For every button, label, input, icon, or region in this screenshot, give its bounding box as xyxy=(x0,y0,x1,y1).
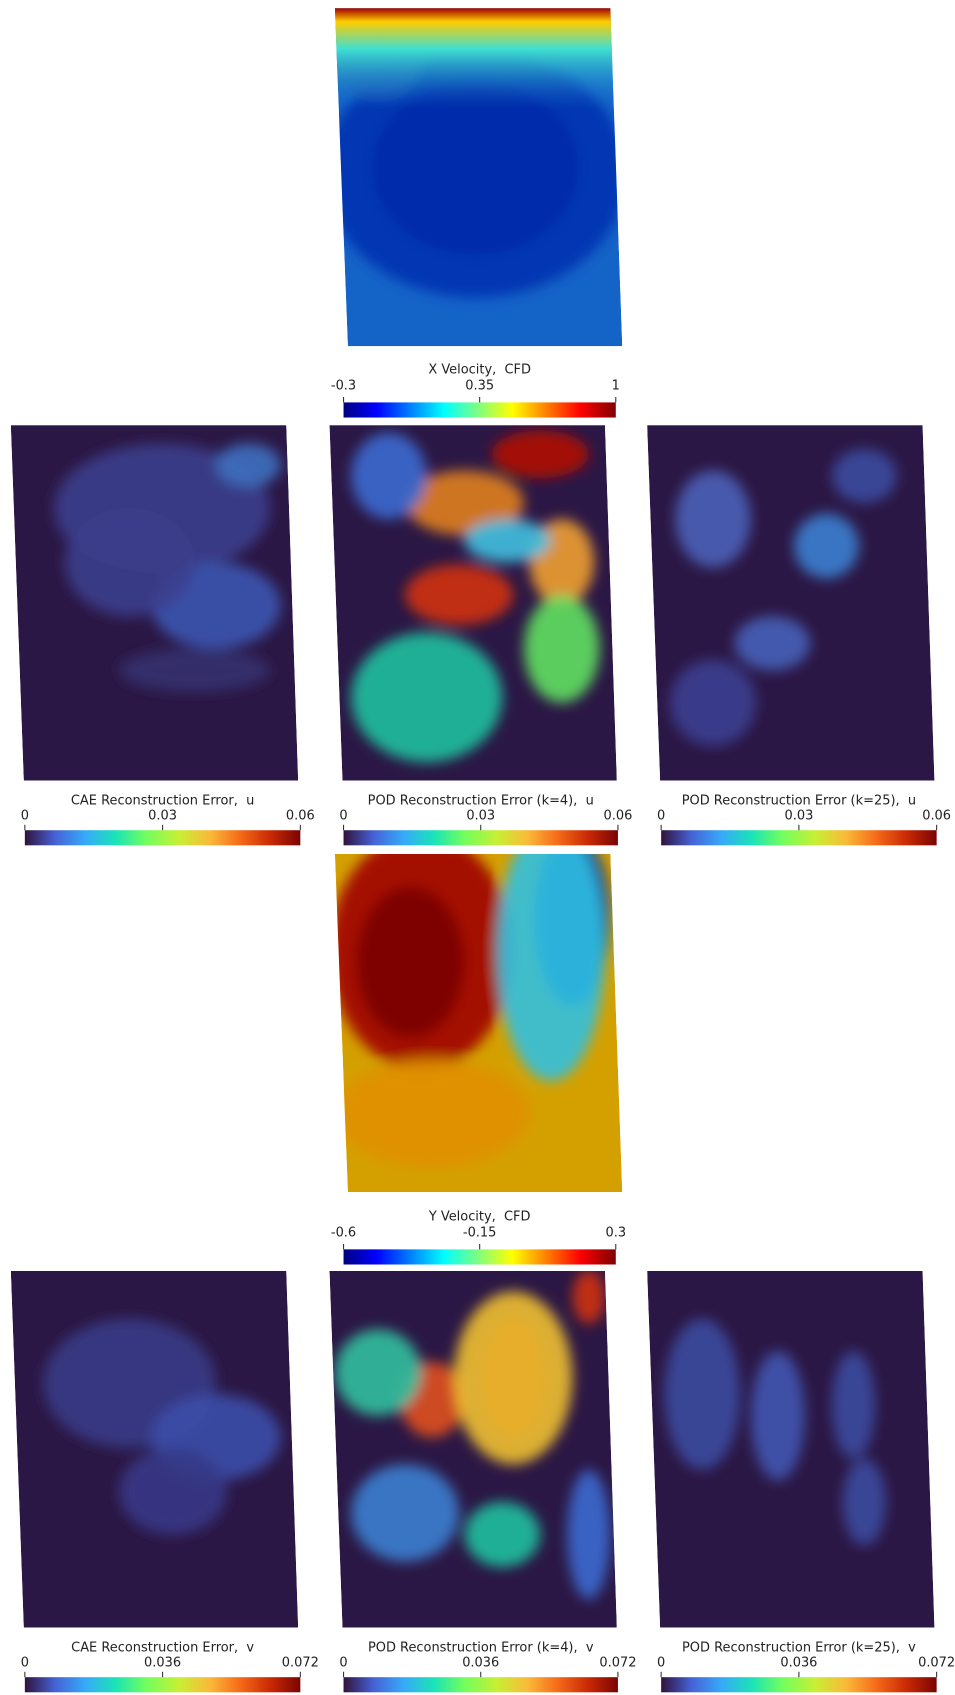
field-blob xyxy=(794,514,859,579)
contour-plot xyxy=(647,425,934,780)
figure: X Velocity, CFD -0.3 0.35 1 CAE Reconstructi… xyxy=(0,0,955,1695)
panel: Y Velocity, CFD -0.6 -0.15 0.3 xyxy=(329,822,626,1265)
field-blob xyxy=(670,660,756,746)
colorbar-tick-label: -0.6 xyxy=(331,1226,356,1241)
colorbar-title: POD Reconstruction Error (k=4), v xyxy=(368,1641,594,1656)
field-blob xyxy=(335,1329,421,1415)
field-blob xyxy=(351,633,502,763)
colorbar-tick-label: 1 xyxy=(612,379,620,394)
colorbar-tick-label: 0 xyxy=(657,1656,665,1671)
contour-plot xyxy=(11,425,298,780)
field-blob xyxy=(832,449,897,503)
field-blob xyxy=(735,616,811,670)
colorbar-tick-label: 0.06 xyxy=(604,809,633,824)
colorbar-tick-label: 0.036 xyxy=(144,1656,181,1671)
field-blob xyxy=(751,1351,805,1481)
colorbar-title: CAE Reconstruction Error, v xyxy=(71,1641,254,1656)
colorbar-tick-label: 0.3 xyxy=(605,1226,626,1241)
lid-band xyxy=(324,8,616,346)
colorbar-tick-label: 0 xyxy=(21,1656,29,1671)
colorbar-title: POD Reconstruction Error (k=25), v xyxy=(682,1641,916,1656)
colorbar xyxy=(344,1677,618,1692)
colorbar xyxy=(25,830,300,845)
field-blob xyxy=(405,564,513,624)
colorbar-tick-label: 0.036 xyxy=(462,1656,499,1671)
field-blob xyxy=(119,649,270,692)
colorbar-title: CAE Reconstruction Error, u xyxy=(71,794,254,809)
field-blob xyxy=(497,822,605,1081)
colorbar-tick-label: 0.036 xyxy=(780,1656,817,1671)
colorbar-title: POD Reconstruction Error (k=4), u xyxy=(368,794,594,809)
field-blob xyxy=(675,470,751,567)
field-blob xyxy=(664,1319,740,1470)
colorbar-tick-label: 0.072 xyxy=(918,1656,955,1671)
panel: POD Reconstruction Error (k=4), u 0 0.03 0.… xyxy=(329,425,632,845)
field-blob xyxy=(351,433,427,519)
colorbar xyxy=(344,830,618,845)
contour-plot xyxy=(11,1271,298,1628)
colorbar-tick-label: 0 xyxy=(339,1656,347,1671)
field-blob xyxy=(573,1270,605,1324)
field-blob xyxy=(843,1459,886,1545)
colorbar-tick-label: 0.072 xyxy=(599,1656,636,1671)
colorbar xyxy=(344,402,616,417)
contour-plot xyxy=(329,425,616,780)
contour-plot xyxy=(324,8,626,346)
colorbar xyxy=(661,830,936,845)
panel: CAE Reconstruction Error, u 0 0.03 0.06 xyxy=(11,425,315,845)
colorbar-tick-label: -0.3 xyxy=(331,379,356,394)
contour-plot xyxy=(329,822,622,1193)
contour-plot xyxy=(647,1271,934,1628)
field-blob xyxy=(357,886,465,1037)
field-blob xyxy=(335,1059,529,1167)
panel: POD Reconstruction Error (k=4), v 0 0.036 0… xyxy=(329,1270,636,1692)
field-blob xyxy=(465,519,551,562)
colorbar-title: X Velocity, CFD xyxy=(428,363,531,378)
field-blob xyxy=(65,508,195,616)
colorbar-tick-label: 0.03 xyxy=(784,809,813,824)
panel: X Velocity, CFD -0.3 0.35 1 xyxy=(324,8,626,417)
colorbar-tick-label: 0.35 xyxy=(465,379,494,394)
field-blob xyxy=(492,430,589,478)
colorbar-tick-label: 0.06 xyxy=(922,809,951,824)
colorbar-tick-label: 0.072 xyxy=(282,1656,319,1671)
field-blob xyxy=(216,443,281,486)
panel: POD Reconstruction Error (k=25), u 0 0.03 0… xyxy=(647,425,951,845)
field-blob xyxy=(465,1502,541,1567)
field-blob xyxy=(524,595,600,703)
contour-plot xyxy=(329,1270,616,1628)
colorbar-title: Y Velocity, CFD xyxy=(428,1209,531,1224)
colorbar-tick-label: -0.15 xyxy=(463,1226,497,1241)
colorbar xyxy=(25,1677,300,1692)
colorbar-tick-label: 0.03 xyxy=(466,809,495,824)
colorbar xyxy=(344,1249,616,1264)
panel: CAE Reconstruction Error, v 0 0.036 0.072 xyxy=(11,1271,319,1692)
colorbar xyxy=(661,1677,936,1692)
field-blob xyxy=(454,1292,573,1465)
colorbar-tick-label: 0.03 xyxy=(148,809,177,824)
panel: POD Reconstruction Error (k=25), v 0 0.036… xyxy=(647,1271,955,1692)
colorbar-tick-label: 0 xyxy=(21,809,29,824)
colorbar-title: POD Reconstruction Error (k=25), u xyxy=(682,794,916,809)
field-blob xyxy=(119,1448,227,1534)
field-blob xyxy=(832,1351,875,1459)
colorbar-tick-label: 0 xyxy=(339,809,347,824)
field-blob xyxy=(351,1464,459,1561)
colorbar-tick-label: 0 xyxy=(657,809,665,824)
field-blob xyxy=(567,1470,610,1600)
colorbar-tick-label: 0.06 xyxy=(286,809,315,824)
